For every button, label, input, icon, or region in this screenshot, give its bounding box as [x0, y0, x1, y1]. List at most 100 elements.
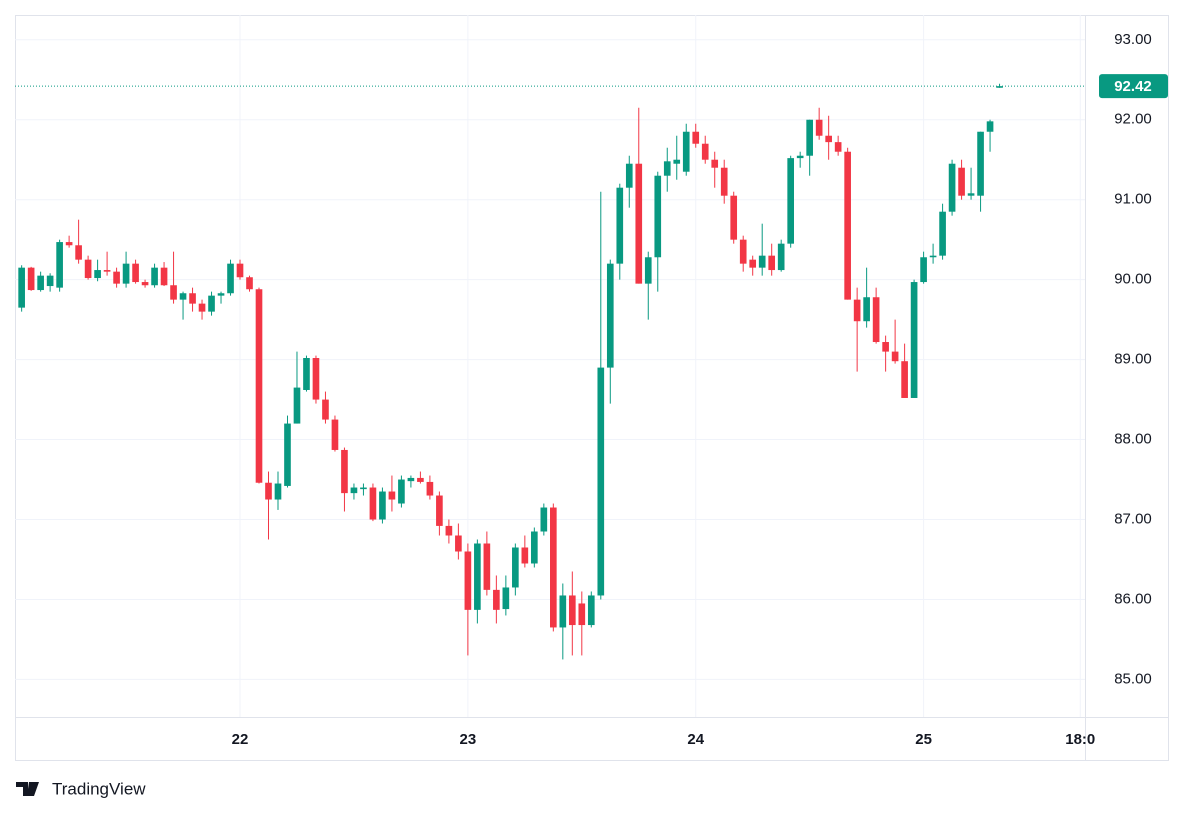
candle-body	[151, 267, 158, 286]
candle-body	[663, 161, 671, 176]
candle-body	[436, 495, 443, 526]
candle-body	[360, 487, 367, 490]
y-tick-label: 92.00	[1114, 111, 1152, 128]
candle-body	[94, 270, 101, 279]
candle-body	[796, 155, 804, 159]
candle-body	[844, 151, 851, 300]
candle-body	[265, 482, 272, 500]
x-tick-label: 25	[915, 731, 932, 748]
candle-body	[369, 487, 377, 520]
candle-body	[426, 481, 434, 496]
candle-body	[350, 487, 358, 494]
candle-body	[701, 143, 709, 160]
candle-body	[331, 419, 339, 450]
x-tick-label: 22	[232, 731, 249, 748]
candle-body	[464, 551, 472, 610]
x-tick-label: 24	[687, 731, 704, 748]
candle-body	[103, 270, 111, 272]
candle-body	[274, 483, 282, 500]
candle-body	[483, 543, 491, 590]
candle-body	[27, 267, 35, 291]
x-tick-label: 18:0	[1065, 731, 1095, 748]
candle-body	[863, 297, 870, 322]
candle-body	[398, 479, 405, 504]
candle-body	[910, 282, 918, 398]
candle-body	[787, 158, 795, 244]
y-tick-label: 85.00	[1114, 670, 1152, 687]
y-tick-label: 93.00	[1114, 31, 1152, 48]
candle-body	[920, 257, 927, 283]
candle-body	[720, 167, 728, 196]
logo: TradingView	[16, 779, 146, 798]
candle-body	[939, 211, 946, 256]
candles	[18, 83, 1003, 660]
candle-body	[284, 423, 291, 486]
candle-body	[493, 589, 500, 610]
candle-body	[777, 243, 785, 271]
candle-body	[872, 297, 880, 343]
candle-body	[189, 293, 196, 304]
candle-body	[388, 491, 396, 500]
candle-body	[616, 187, 624, 264]
candle-body	[568, 595, 576, 626]
candle-body	[578, 603, 586, 626]
candle-body	[834, 142, 842, 152]
candle-body	[958, 167, 965, 196]
logo-mark	[16, 782, 39, 796]
last-price-badge	[1099, 74, 1168, 99]
candle-body	[682, 131, 690, 172]
candle-body	[749, 259, 757, 268]
candle-body	[654, 175, 662, 258]
candle-body	[587, 595, 595, 626]
candle-body	[474, 543, 481, 610]
candle-body	[673, 159, 681, 164]
candle-body	[455, 535, 462, 552]
candle-body	[113, 271, 120, 284]
brand-name: TradingView	[52, 779, 146, 798]
candle-body	[217, 293, 225, 296]
candle-body	[445, 525, 453, 536]
candle-body	[901, 361, 908, 398]
candle-body	[255, 289, 263, 483]
candle-body	[246, 277, 253, 290]
y-tick-label: 87.00	[1114, 510, 1152, 527]
candle-body	[521, 547, 529, 564]
candle-body	[303, 358, 310, 390]
candle-body	[37, 275, 44, 291]
candle-body	[606, 263, 614, 368]
candle-body	[18, 267, 25, 308]
last-price-label: 92.42	[1114, 78, 1152, 95]
candle-body	[141, 282, 149, 286]
candle-body	[46, 275, 54, 287]
candle-body	[160, 267, 168, 286]
candle-body	[417, 477, 424, 482]
candle-body	[625, 163, 633, 188]
candle-body	[996, 86, 1003, 88]
candle-body	[882, 342, 889, 352]
candle-body	[806, 119, 813, 156]
candle-body	[758, 255, 766, 268]
candle-body	[540, 507, 548, 532]
candle-body	[986, 121, 994, 132]
y-tick-label: 88.00	[1114, 431, 1152, 448]
candle-body	[853, 299, 861, 322]
candle-body	[322, 399, 329, 420]
candle-body	[179, 293, 187, 300]
candle-body	[559, 595, 567, 628]
y-tick-label: 90.00	[1114, 271, 1152, 288]
candle-body	[341, 449, 348, 494]
y-tick-label: 91.00	[1114, 191, 1152, 208]
x-tick-label: 23	[460, 731, 477, 748]
candle-body	[208, 295, 215, 312]
candle-body	[891, 351, 899, 362]
candle-body	[929, 255, 937, 258]
candle-body	[739, 239, 747, 264]
candle-body	[635, 163, 643, 284]
candle-body	[825, 135, 832, 143]
candle-body	[768, 255, 776, 271]
candle-body	[967, 193, 975, 196]
candle-body	[815, 119, 823, 136]
y-tick-label: 86.00	[1114, 590, 1152, 607]
candle-body	[711, 159, 719, 168]
candle-body	[56, 242, 63, 288]
